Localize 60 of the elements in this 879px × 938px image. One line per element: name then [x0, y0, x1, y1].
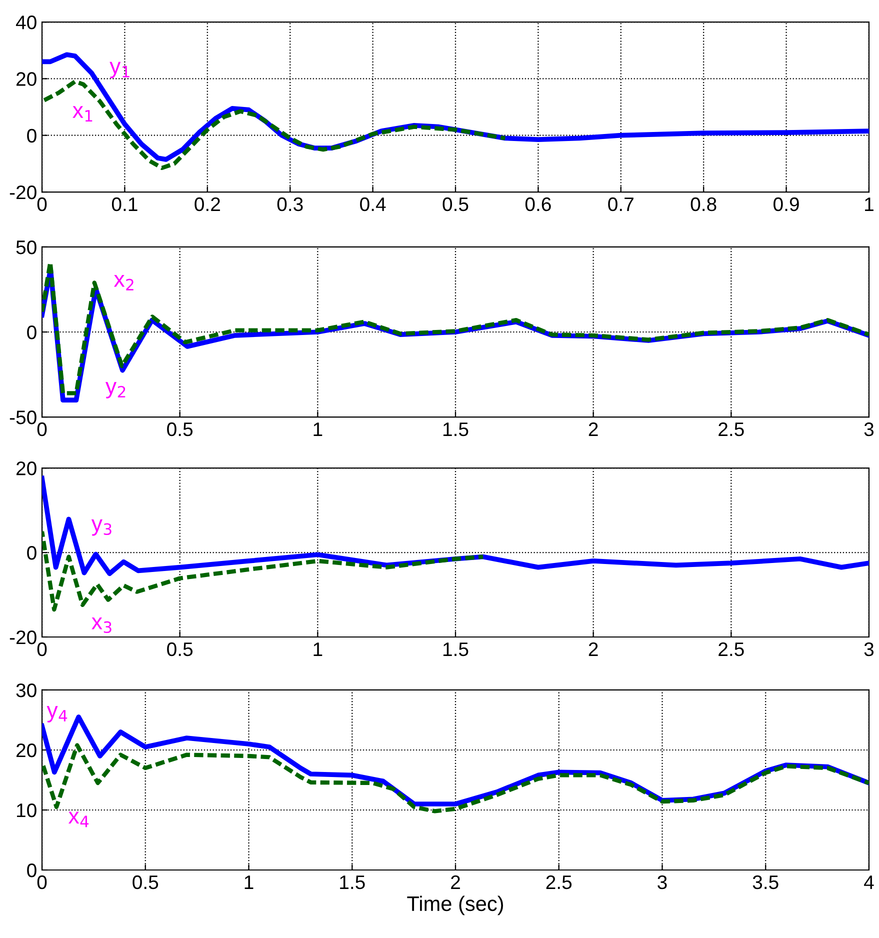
x-tick-label: 0 [37, 642, 47, 656]
x-tick-label: 0.5 [132, 875, 158, 890]
x-tick-label: 0 [37, 875, 47, 890]
x-tick-label: 0.3 [277, 197, 303, 212]
x-tick-label: 4 [864, 876, 874, 889]
y-tick-label: -20 [10, 630, 36, 644]
x-tick-label: 2 [451, 875, 460, 889]
y-tick-label: 40 [16, 16, 36, 30]
y-tick-label: 0 [27, 325, 36, 340]
annotation: y$_{1}$ [110, 62, 130, 78]
y-tick-label: -50 [10, 410, 36, 424]
x-tick-label: 0.1 [112, 197, 138, 212]
x-tick-label: 1 [244, 876, 254, 889]
x-axis-title: Time (sec) [407, 896, 504, 916]
x-tick-label: 1.5 [340, 876, 365, 890]
annotation: x$_{2}$ [114, 274, 134, 290]
annotation: x$_{3}$ [92, 617, 112, 634]
x-tick-label: 1 [865, 198, 874, 211]
x-tick-label: 0.9 [774, 197, 799, 212]
annotation: y$_{2}$ [106, 382, 126, 398]
x-tick-label: 3 [864, 422, 874, 436]
line-series [42, 476, 869, 576]
x-tick-label: 0.8 [690, 197, 716, 212]
x-tick-label: 1.5 [443, 642, 468, 656]
x-tick-label: 2 [588, 642, 598, 656]
x-tick-label: 0.5 [167, 642, 193, 656]
y-tick-label: 20 [16, 462, 36, 476]
y-tick-label: 0 [27, 863, 36, 878]
y-tick-label: 50 [16, 240, 36, 254]
x-tick-label: 2.5 [718, 642, 744, 656]
annotation: y$_{4}$ [46, 706, 68, 722]
x-tick-label: 2.5 [546, 875, 572, 890]
x-tick-label: 0.6 [525, 197, 551, 212]
x-tick-label: 3.5 [752, 875, 778, 890]
x-tick-label: 1.5 [443, 422, 468, 436]
annotation: x$_{4}$ [68, 812, 89, 828]
x-tick-label: 3 [864, 642, 874, 656]
x-tick-label: 0.2 [194, 197, 220, 212]
annotation: x$_{1}$ [72, 106, 92, 122]
x-tick-label: 0.7 [608, 197, 634, 212]
y-tick-label: 20 [16, 72, 36, 86]
x-tick-label: 0 [37, 422, 47, 436]
y-tick-label: 10 [17, 803, 36, 818]
y-tick-label: 30 [16, 683, 36, 698]
y-tick-label: 20 [16, 743, 36, 758]
x-tick-label: 1 [314, 642, 322, 656]
x-tick-label: 0.4 [360, 197, 386, 212]
line-series [42, 743, 869, 814]
x-tick-label: 0.5 [167, 422, 193, 436]
x-tick-label: 1 [314, 422, 322, 436]
y-tick-label: -20 [10, 185, 36, 200]
x-tick-label: 0.5 [442, 197, 468, 212]
x-tick-label: 2.5 [718, 422, 744, 436]
x-tick-label: 3 [658, 875, 667, 890]
y-tick-label: 0 [27, 546, 36, 560]
line-series [42, 79, 508, 170]
y-tick-label: 0 [27, 128, 36, 143]
annotation: y$_{3}$ [91, 519, 112, 536]
x-tick-label: 0 [37, 197, 47, 212]
x-tick-label: 2 [588, 422, 598, 436]
